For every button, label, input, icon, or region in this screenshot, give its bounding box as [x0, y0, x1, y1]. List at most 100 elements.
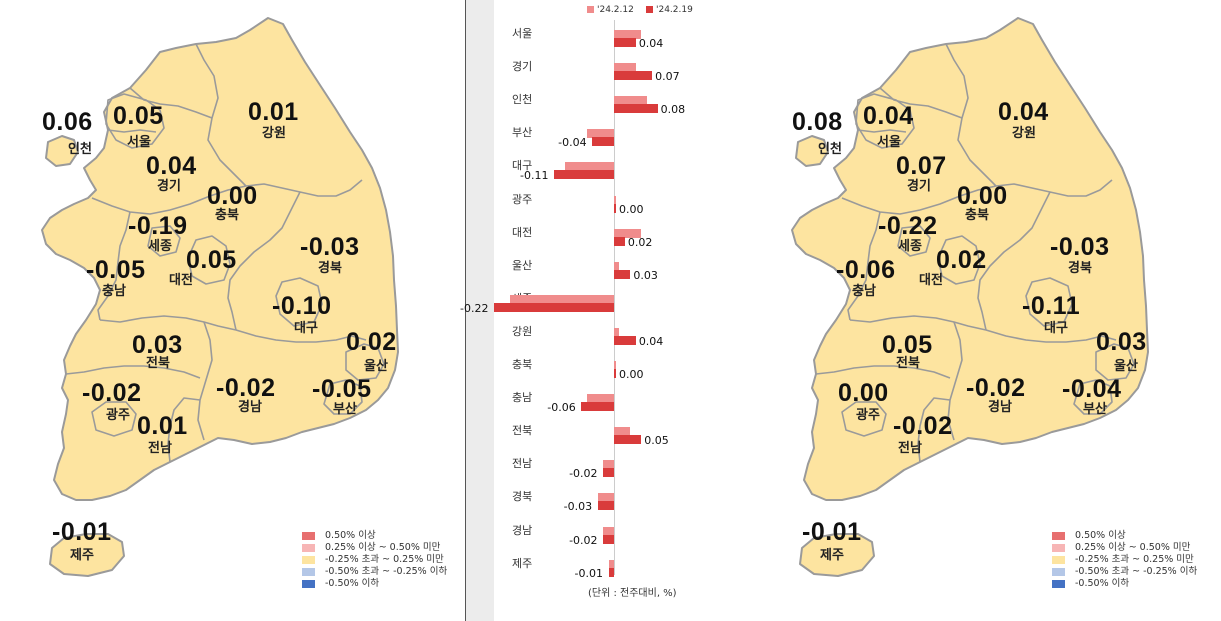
incheon-island — [45, 135, 79, 167]
right-value-seoul: 0.04 — [863, 102, 914, 130]
left-name-jeonbuk: 전북 — [146, 356, 170, 371]
left-name-chungbuk: 충북 — [215, 208, 239, 223]
jeju-island — [799, 533, 875, 577]
left-value-jeonbuk: 0.03 — [132, 331, 183, 359]
left-value-gangwon: 0.01 — [248, 98, 299, 126]
left-value-gyeonggi: 0.04 — [146, 152, 197, 180]
gray-strip — [466, 0, 494, 621]
left-value-gyeongbuk: -0.03 — [300, 233, 360, 261]
bar-prev-week — [510, 294, 614, 304]
right-korea-map — [791, 17, 1149, 577]
bar-curr-week — [614, 104, 658, 114]
bar-curr-week — [603, 468, 614, 478]
right-name-gyeonggi: 경기 — [907, 179, 931, 194]
left-name-gwangju: 광주 — [106, 408, 130, 423]
bar-value-label: -0.11 — [520, 169, 549, 183]
left-korea-map — [41, 17, 399, 577]
series-curr-swatch — [646, 6, 653, 13]
left-value-gyeongnam: -0.02 — [216, 374, 276, 402]
left-name-gangwon: 강원 — [262, 126, 286, 141]
province-boundary — [917, 397, 951, 463]
series-curr-label: '24.2.19 — [656, 5, 693, 15]
right-name-busan: 부산 — [1083, 402, 1107, 417]
right-map-panel: 0.08 인천 0.04 서울 0.04 강원 0.07 경기 0.00 충북 -0.22 세종 -0.… — [750, 0, 1221, 621]
province-boundary — [841, 179, 1113, 215]
right-legend-swatch — [1052, 580, 1065, 588]
left-value-ulsan: 0.02 — [346, 328, 397, 356]
left-value-sejong: -0.19 — [128, 212, 188, 240]
right-legend-label: 0.25% 이상 ~ 0.50% 미만 — [1075, 542, 1191, 553]
right-value-gyeonggi: 0.07 — [896, 152, 947, 180]
category-label: 강원 — [512, 324, 533, 338]
right-value-chungbuk: 0.00 — [957, 182, 1008, 210]
left-legend-swatch — [302, 556, 315, 564]
bar-value-label: 0.04 — [638, 37, 664, 50]
left-value-seoul: 0.05 — [113, 102, 164, 130]
left-legend-swatch — [302, 568, 315, 576]
right-value-gyeongbuk: -0.03 — [1050, 233, 1110, 261]
category-label: 대전 — [512, 225, 533, 239]
province-boundary — [99, 315, 237, 331]
bar-value-label: 0.08 — [660, 103, 686, 117]
mainland-outline — [791, 17, 1149, 501]
left-name-sejong: 세종 — [148, 239, 172, 254]
bar-curr-week — [554, 170, 614, 180]
city-boundary — [1025, 277, 1073, 327]
right-legend-label: -0.50% 초과 ~ -0.25% 이하 — [1075, 566, 1198, 577]
bar-value-label: -0.22 — [460, 301, 489, 315]
right-name-sejong: 세종 — [898, 239, 922, 254]
bar-prev-week — [614, 96, 647, 106]
left-value-jeju: -0.01 — [52, 518, 112, 546]
right-legend-swatch — [1052, 556, 1065, 564]
category-label: 전남 — [512, 457, 533, 471]
left-value-incheon: 0.06 — [42, 108, 93, 136]
right-legend-label: -0.50% 이하 — [1075, 578, 1130, 589]
province-boundary — [107, 129, 157, 133]
bar-prev-week — [614, 327, 620, 337]
series-legend-curr: '24.2.19 — [646, 5, 693, 15]
right-value-daegu: -0.11 — [1022, 292, 1081, 320]
left-legend-label: 0.50% 이상 — [325, 530, 376, 541]
bar-value-label: -0.06 — [547, 401, 576, 415]
left-legend-swatch — [302, 580, 315, 588]
bar-value-label: -0.03 — [563, 500, 593, 514]
right-legend-swatch — [1052, 532, 1065, 540]
right-value-chungnam: -0.06 — [836, 256, 896, 284]
city-boundary — [105, 93, 165, 149]
right-value-sejong: -0.22 — [878, 212, 938, 240]
left-name-incheon: 인천 — [68, 142, 92, 157]
province-boundary — [857, 129, 907, 133]
bar-curr-week — [592, 137, 614, 147]
left-legend-label: 0.25% 이상 ~ 0.50% 미만 — [325, 542, 441, 553]
bar-value-label: 0.00 — [619, 368, 644, 381]
city-boundary — [841, 401, 887, 437]
bar-value-label: -0.01 — [574, 566, 603, 580]
bar-prev-week — [614, 228, 642, 238]
left-legend-label: -0.50% 이하 — [325, 578, 380, 589]
city-boundary — [187, 235, 231, 285]
province-boundary — [197, 321, 213, 441]
right-legend-swatch — [1052, 568, 1065, 576]
right-name-gyeongbuk: 경북 — [1068, 261, 1092, 276]
right-value-busan: -0.04 — [1062, 375, 1122, 403]
left-value-gwangju: -0.02 — [82, 379, 142, 407]
city-boundary — [345, 343, 385, 381]
right-value-gwangju: 0.00 — [838, 379, 889, 407]
bar-value-label: 0.02 — [627, 235, 653, 249]
left-name-seoul: 서울 — [127, 135, 151, 150]
category-label: 충남 — [512, 391, 533, 405]
province-boundary — [167, 397, 201, 463]
unit-label: (단위 : 전주대비, %) — [588, 588, 677, 599]
category-label: 전북 — [512, 424, 533, 438]
left-name-jeju: 제주 — [70, 548, 94, 563]
left-name-daejeon: 대전 — [169, 273, 193, 288]
bar-value-label: 0.05 — [644, 434, 669, 448]
right-name-ulsan: 울산 — [1114, 359, 1138, 374]
bar-prev-week — [608, 559, 614, 569]
category-label: 광주 — [512, 192, 533, 206]
right-value-incheon: 0.08 — [792, 108, 843, 136]
left-legend-swatch — [302, 532, 315, 540]
province-boundary — [97, 211, 131, 321]
left-name-gyeongbuk: 경북 — [318, 261, 342, 276]
left-value-daegu: -0.10 — [272, 292, 332, 320]
